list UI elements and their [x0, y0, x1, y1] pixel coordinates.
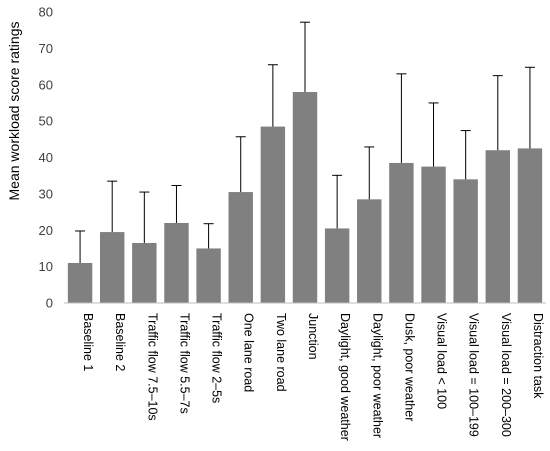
y-tick-label: 60: [39, 77, 53, 92]
y-tick-labels: 0 10 20 30 40 50 60 70 80: [39, 5, 53, 311]
y-tick-label: 80: [39, 5, 53, 20]
category-label: Traffic flow 7.5–10s: [145, 313, 159, 421]
bar: [228, 192, 253, 303]
category-label: Daylight, poor weather: [370, 313, 384, 438]
y-tick-label: 20: [39, 223, 53, 238]
bar: [421, 166, 446, 303]
bar: [357, 199, 382, 303]
bar: [99, 232, 125, 303]
category-label: Distraction task: [531, 313, 545, 399]
category-label: Visual load = 100–199: [467, 313, 481, 437]
bar: [164, 222, 189, 303]
bar: [260, 126, 286, 303]
bar: [389, 162, 414, 303]
category-label: One lane road: [242, 313, 256, 392]
bar: [132, 242, 157, 303]
y-tick-label: 30: [39, 186, 53, 201]
category-label: Traffic flow 2–5s: [210, 313, 224, 403]
category-label: Two lane road: [274, 313, 288, 392]
category-label: Baseline 1: [81, 313, 95, 371]
bar: [67, 262, 93, 303]
y-tick-label: 40: [39, 150, 53, 165]
category-label: Baseline 2: [113, 313, 127, 371]
category-label: Dusk, poor weather: [402, 313, 416, 421]
y-tick-label: 10: [39, 259, 53, 274]
bar: [453, 179, 478, 303]
y-tick-label: 70: [39, 41, 53, 56]
category-label: Junction: [306, 313, 320, 360]
bar: [292, 92, 318, 304]
error-bars: [75, 21, 535, 263]
bar: [324, 228, 350, 303]
bar: [196, 248, 221, 303]
category-label: Visual load = 200–300: [499, 313, 513, 437]
y-axis-title: Mean workload score ratings: [6, 22, 22, 201]
category-label: Daylight, good weather: [338, 313, 352, 441]
category-label: Visual load < 100: [435, 313, 449, 409]
y-tick-label: 0: [46, 296, 53, 311]
category-label: Traffic flow 5.5–7s: [177, 313, 191, 414]
bars: [67, 92, 543, 304]
bar: [485, 150, 511, 303]
y-tick-label: 50: [39, 114, 53, 129]
category-labels: Baseline 1 Baseline 2 Traffic flow 7.5–10s…: [81, 313, 545, 441]
bar: [517, 148, 543, 303]
